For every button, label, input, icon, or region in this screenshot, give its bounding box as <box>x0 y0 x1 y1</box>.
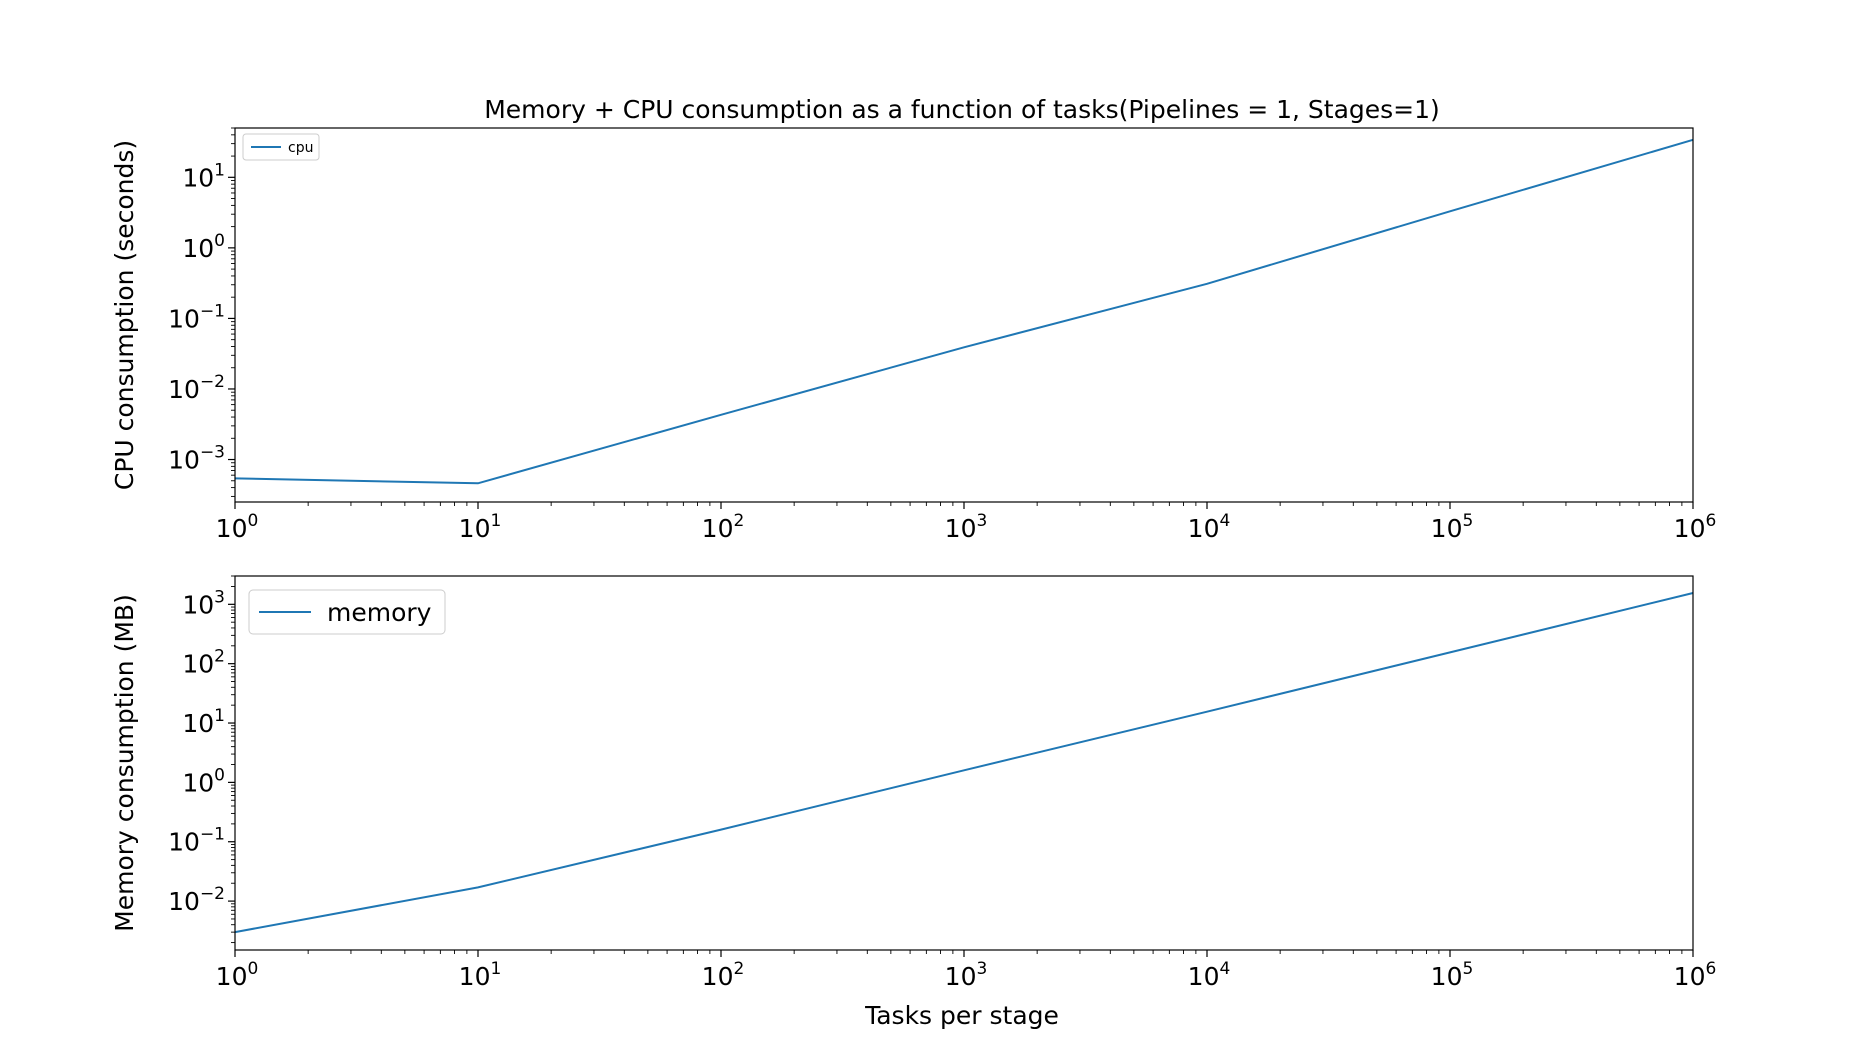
x-tick-label: 101 <box>459 959 502 991</box>
y-tick-label: 100 <box>182 765 225 797</box>
legend-box <box>248 589 446 635</box>
y-axis-label: CPU consumption (seconds) <box>110 140 139 490</box>
x-tick-label: 106 <box>1674 511 1717 543</box>
legend-label: memory <box>327 598 432 627</box>
x-tick-label: 105 <box>1431 511 1474 543</box>
series-line-cpu <box>234 138 1694 485</box>
y-tick-label: 10−2 <box>168 372 225 404</box>
x-axis-label: Tasks per stage <box>864 1001 1059 1030</box>
y-tick-label: 103 <box>182 587 225 619</box>
x-tick-label: 104 <box>1188 511 1231 543</box>
y-tick-label: 101 <box>182 706 225 738</box>
series-line-memory <box>234 592 1694 934</box>
x-tick-label: 103 <box>945 511 988 543</box>
x-tick-label: 100 <box>216 511 259 543</box>
y-tick-label: 10−3 <box>168 443 225 475</box>
x-tick-label: 106 <box>1674 959 1717 991</box>
y-tick-label: 100 <box>182 231 225 263</box>
x-tick-label: 102 <box>702 959 745 991</box>
y-tick-label: 10−1 <box>168 825 225 857</box>
x-tick-label: 102 <box>702 511 745 543</box>
y-axis-label: Memory consumption (MB) <box>110 594 139 932</box>
x-tick-label: 104 <box>1188 959 1231 991</box>
cpu-subplot: 100 101 102 103 104 105 106 10−3 10−2 10−1 100 101 C… <box>110 127 1717 543</box>
x-tick-label: 103 <box>945 959 988 991</box>
figure-title: Memory + CPU consumption as a function o… <box>484 95 1440 124</box>
legend-label: cpu <box>288 140 313 156</box>
y-tick-label: 10−2 <box>168 884 225 916</box>
y-tick-label: 102 <box>182 647 225 679</box>
x-tick-label: 101 <box>459 511 502 543</box>
plot-frame <box>234 127 1694 503</box>
y-tick-label: 10−1 <box>168 301 225 333</box>
memory-subplot: 100 101 102 103 104 105 106 10−2 10−1 100 101 102 10… <box>110 575 1717 991</box>
x-tick-label: 105 <box>1431 959 1474 991</box>
plot-frame <box>234 575 1694 951</box>
y-tick-label: 101 <box>182 160 225 192</box>
x-tick-label: 100 <box>216 959 259 991</box>
